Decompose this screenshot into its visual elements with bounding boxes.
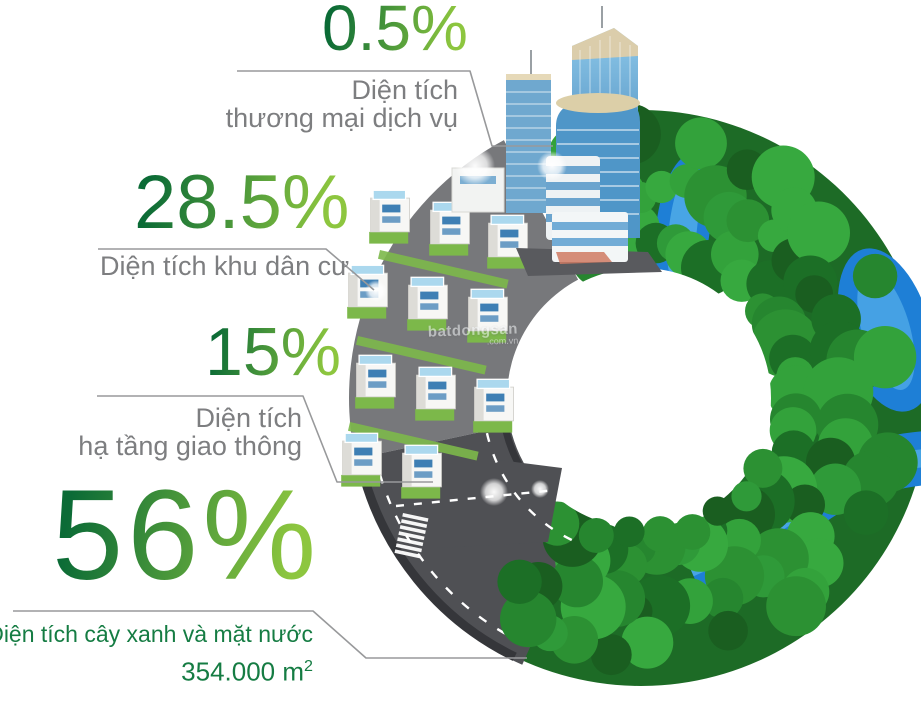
villa [467, 288, 508, 343]
leader-line-green [13, 610, 527, 659]
watermark: batdongsan .com.vn [428, 320, 519, 348]
glow-icon [455, 146, 495, 186]
green-percent: 56% [52, 464, 321, 607]
leader-line-infrastructure [97, 395, 433, 483]
commercial-label: Diện tích thương mại dịch vụ [225, 75, 458, 133]
crosswalk-icon [394, 513, 429, 559]
leader-line-residential [98, 248, 375, 291]
villa [355, 354, 396, 409]
villa [341, 432, 382, 487]
commercial-percent: 0.5% [322, 0, 468, 60]
glow-icon [537, 151, 567, 181]
glow-icon [531, 480, 549, 498]
villa [369, 189, 410, 244]
residential-label: Diện tích khu dân cư [100, 251, 350, 281]
villa [415, 366, 456, 421]
villa [473, 378, 514, 433]
infrastructure-percent: 15% [205, 314, 342, 390]
leader-line-commercial [237, 70, 553, 147]
leader-lines [13, 70, 553, 659]
residential-percent: 28.5% [134, 160, 350, 245]
infrastructure-label: Diện tích hạ tầng giao thông [78, 403, 302, 461]
green-area-value: 354.000 m2 [181, 656, 313, 687]
glow-icon [365, 280, 387, 302]
villa [407, 276, 448, 331]
glow-puffs [365, 146, 567, 506]
glow-icon [480, 478, 508, 506]
villa [429, 201, 470, 256]
green-label: Diện tích cây xanh và mặt nước 354.000 m… [0, 619, 313, 687]
villa [401, 444, 442, 499]
villa [487, 214, 528, 269]
